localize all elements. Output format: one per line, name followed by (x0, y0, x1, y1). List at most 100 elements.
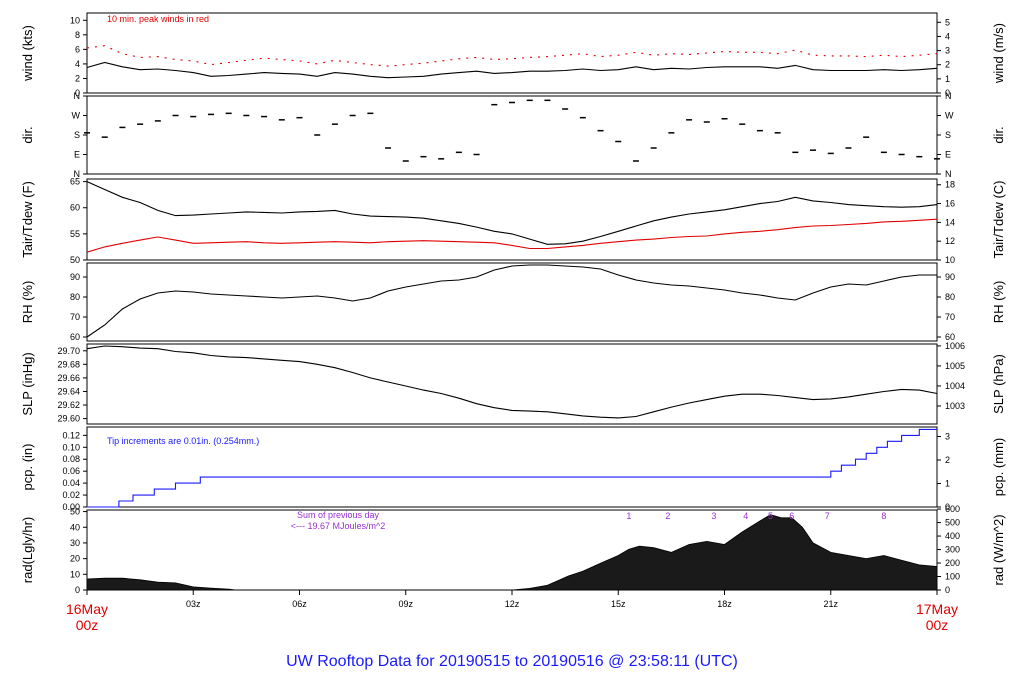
right-tick-label: 2 (945, 60, 950, 70)
right-tick-label: S (945, 130, 951, 140)
right-tick-label: 5 (945, 17, 950, 27)
hour-marker: 5 (768, 511, 773, 521)
left-tick-label: 4 (75, 59, 80, 69)
radiation-annotation: Sum of previous day (297, 510, 380, 520)
left-tick-label: 29.66 (57, 373, 80, 383)
left-tick-label: E (74, 150, 80, 160)
right-axis-label: wind (m/s) (991, 23, 1006, 84)
right-tick-label: N (945, 169, 952, 179)
panel-annotation: 10 min. peak winds in red (107, 14, 209, 24)
left-tick-label: 90 (70, 272, 80, 282)
right-axis-label: pcp. (mm) (991, 438, 1006, 497)
right-tick-label: 70 (945, 312, 955, 322)
left-axis-label: RH (%) (20, 281, 35, 324)
left-tick-label: 0.08 (62, 454, 80, 464)
panel-frame (86, 178, 938, 261)
right-axis-label: RH (%) (991, 281, 1006, 324)
series-pcp (87, 428, 937, 508)
panel-frame (86, 262, 938, 342)
left-tick-label: 10 (70, 15, 80, 25)
left-tick-label: 29.70 (57, 346, 80, 356)
panel-radiation: 010203040500100200300400500600rad(Lgly/h… (20, 504, 1006, 595)
x-end-date-label: 17May (916, 601, 958, 617)
right-tick-label: W (945, 111, 954, 121)
right-tick-label: 1003 (945, 401, 965, 411)
right-tick-label: 1006 (945, 341, 965, 351)
left-tick-label: 50 (70, 255, 80, 265)
series-Tair (86, 181, 938, 245)
right-tick-label: 3 (945, 431, 950, 441)
x-axis: 16May 00z 17May 00z 03z 06z 09z 12z 15z 18z 21… (66, 590, 958, 633)
series-peak (86, 45, 938, 67)
left-tick-label: 0 (75, 585, 80, 595)
panel-annotation: Tip increments are 0.01in. (0.254mm.) (107, 436, 259, 446)
right-tick-label: 200 (945, 558, 960, 568)
series-SLP (86, 345, 938, 419)
left-tick-label: 0.10 (62, 442, 80, 452)
left-tick-label: 60 (70, 332, 80, 342)
left-tick-label: S (74, 130, 80, 140)
right-axis-label: Tair/Tdew (C) (991, 180, 1006, 258)
left-tick-label: 6 (75, 44, 80, 54)
panel-temperature: 50 55 60 65 10 12 14 16 18 Tair/Tdew (F) Tair/Tdew… (20, 177, 1006, 265)
left-tick-label: 0 (75, 88, 80, 98)
left-tick-label: 0.06 (62, 466, 80, 476)
left-tick-label: 10 (70, 569, 80, 579)
series-RH (86, 264, 937, 338)
left-axis-label: SLP (inHg) (20, 352, 35, 415)
right-tick-label: 300 (945, 545, 960, 555)
series-Tdew (86, 218, 938, 253)
right-axis-label: SLP (hPa) (991, 354, 1006, 414)
right-tick-label: 18 (945, 180, 955, 190)
hour-marker: 6 (789, 511, 794, 521)
right-tick-label: 400 (945, 531, 960, 541)
right-tick-label: 2 (945, 455, 950, 465)
right-tick-label: 80 (945, 292, 955, 302)
right-axis-label: rad (W/m^2) (991, 514, 1006, 585)
left-tick-label: 80 (70, 292, 80, 302)
hour-marker: 7 (825, 511, 830, 521)
left-tick-label: 50 (70, 507, 80, 517)
left-tick-label: 0.02 (62, 490, 80, 500)
left-axis-label: rad(Lgly/hr) (20, 517, 35, 583)
x-tick-label: 09z (398, 599, 413, 609)
left-tick-label: 70 (70, 312, 80, 322)
right-tick-label: 0 (945, 502, 950, 512)
radiation-area (86, 514, 938, 591)
right-tick-label: 12 (945, 236, 955, 246)
panel-frame (86, 12, 938, 94)
right-tick-label: 1 (945, 478, 950, 488)
right-tick-label: 1 (945, 74, 950, 84)
right-tick-label: 3 (945, 46, 950, 56)
x-tick-label: 15z (611, 599, 626, 609)
left-tick-label: N (74, 91, 81, 101)
right-tick-label: 10 (945, 255, 955, 265)
x-start-hour-label: 00z (76, 617, 99, 633)
panel-rh: 60 70 80 90 60 70 80 90 RH (%) RH (%) (20, 262, 1006, 342)
left-tick-label: 29.60 (57, 414, 80, 424)
series-wind (86, 61, 938, 79)
page-title: UW Rooftop Data for 20190515 to 20190516… (286, 653, 738, 670)
left-tick-label: 0.00 (62, 502, 80, 512)
right-tick-label: N (945, 91, 952, 101)
left-tick-label: 2 (75, 73, 80, 83)
left-tick-label: N (74, 169, 81, 179)
hour-marker: 4 (743, 511, 748, 521)
hour-marker: 3 (711, 511, 716, 521)
right-tick-label: 14 (945, 217, 955, 227)
panel-slp: 29.60 29.62 29.64 29.66 29.68 29.70 1003 1004 10… (20, 341, 1006, 425)
panel-wind: 0 2 4 6 8 10 0 1 2 3 4 5 wind (kts) wind (m/s) 10 min.… (20, 12, 1006, 98)
right-tick-label: 1005 (945, 361, 965, 371)
left-tick-label: 0.04 (62, 478, 80, 488)
right-tick-label: 1004 (945, 381, 965, 391)
left-tick-label: 40 (70, 522, 80, 532)
right-tick-label: 0 (945, 585, 950, 595)
left-tick-label: 55 (70, 229, 80, 239)
x-tick-label: 12z (505, 599, 520, 609)
right-tick-label: 0 (945, 88, 950, 98)
left-tick-label: 29.64 (57, 386, 80, 396)
x-tick-label: 06z (292, 599, 307, 609)
right-tick-label: 600 (945, 504, 960, 514)
